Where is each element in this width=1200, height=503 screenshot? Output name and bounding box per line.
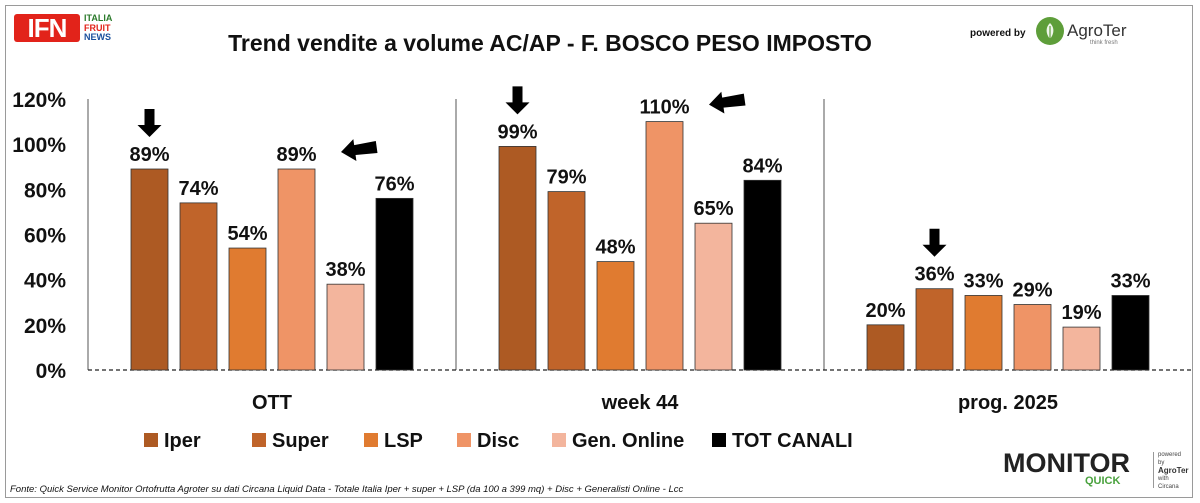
bar-lsp xyxy=(228,247,267,371)
bar-iper xyxy=(866,324,905,371)
powered-by-label: powered by xyxy=(970,28,1026,39)
bar-lsp xyxy=(964,295,1003,371)
monitor-word: MONITOR xyxy=(1003,448,1130,478)
data-label: 89% xyxy=(129,144,169,166)
category-label: OTT xyxy=(252,392,292,414)
arrow-down-icon xyxy=(922,228,947,257)
y-tick-label: 60% xyxy=(24,225,66,248)
legend-label: Super xyxy=(272,430,329,452)
monitor-divider xyxy=(1153,452,1154,488)
legend-swatch xyxy=(457,433,471,447)
legend-label: LSP xyxy=(384,430,423,452)
data-label: 33% xyxy=(963,270,1003,292)
bar-tot-canali xyxy=(375,197,414,371)
data-label: 74% xyxy=(178,178,218,200)
legend-swatch xyxy=(364,433,378,447)
y-tick-label: 20% xyxy=(24,315,66,338)
data-label: 19% xyxy=(1061,302,1101,324)
legend-swatch xyxy=(252,433,266,447)
legend-swatch xyxy=(552,433,566,447)
bar-super xyxy=(179,202,218,371)
bar-iper xyxy=(130,168,169,371)
agroter-name: AgroTer xyxy=(1067,21,1127,40)
legend-label: Gen. Online xyxy=(572,430,685,452)
agroter-logo: AgroTer think fresh xyxy=(1036,17,1136,49)
y-tick-label: 100% xyxy=(12,134,66,157)
data-label: 20% xyxy=(865,300,905,322)
data-label: 76% xyxy=(374,173,414,195)
category-label: prog. 2025 xyxy=(958,392,1058,414)
chart-title: Trend vendite a volume AC/AP - F. BOSCO … xyxy=(228,30,872,56)
y-tick-label: 80% xyxy=(24,179,66,202)
agroter-leaf-icon xyxy=(1036,17,1064,45)
data-label: 48% xyxy=(595,237,635,259)
ifn-logo-words: ITALIA FRUIT NEWS xyxy=(84,14,112,43)
bar-gen-online xyxy=(1062,326,1101,371)
monitor-side-text: powered by AgroTer with Circana xyxy=(1158,452,1189,490)
bar-super xyxy=(547,191,586,371)
monitor-quick-word: QUICK xyxy=(1085,475,1121,487)
legend-label: Disc xyxy=(477,430,520,452)
monitor-quick-logo: MONITOR QUICK powered by AgroTer with Ci… xyxy=(1003,448,1189,492)
y-tick-label: 0% xyxy=(36,360,67,383)
ifn-word-fruit: FRUIT xyxy=(84,22,111,33)
bar-disc xyxy=(645,121,684,371)
arrow-down-icon xyxy=(505,86,530,115)
ifn-word-italia: ITALIA xyxy=(84,13,113,23)
data-label: 36% xyxy=(914,264,954,286)
bar-super xyxy=(915,288,954,371)
chart-frame xyxy=(5,5,1193,498)
arrow-left-icon xyxy=(708,91,746,114)
agroter-tagline: think fresh xyxy=(1090,40,1118,46)
data-label: 33% xyxy=(1110,270,1150,292)
arrow-left-icon xyxy=(340,139,378,161)
data-label: 54% xyxy=(227,223,267,245)
data-label: 29% xyxy=(1012,280,1052,302)
ifn-logo: IFN ITALIA FRUIT NEWS xyxy=(14,12,134,44)
data-label: 65% xyxy=(693,198,733,220)
data-label: 84% xyxy=(742,155,782,177)
bar-gen-online xyxy=(326,283,365,371)
legend-swatch xyxy=(712,433,726,447)
y-tick-label: 120% xyxy=(12,89,66,112)
legend-label: TOT CANALI xyxy=(732,430,853,452)
y-tick-label: 40% xyxy=(24,270,66,293)
category-label: week 44 xyxy=(601,392,680,414)
ifn-word-news: NEWS xyxy=(84,32,111,42)
data-label: 79% xyxy=(546,167,586,189)
data-label: 110% xyxy=(639,97,689,119)
bar-tot-canali xyxy=(1111,295,1150,371)
data-label: 38% xyxy=(325,259,365,281)
legend-swatch xyxy=(144,433,158,447)
bar-iper xyxy=(498,146,537,371)
legend-label: Iper xyxy=(164,430,201,452)
data-label: 99% xyxy=(497,121,537,143)
arrow-down-icon xyxy=(137,109,162,138)
bar-gen-online xyxy=(694,222,733,371)
bar-disc xyxy=(1013,304,1052,371)
bar-disc xyxy=(277,168,316,371)
ifn-logo-mark: IFN xyxy=(14,14,80,42)
bar-tot-canali xyxy=(743,179,782,371)
source-footnote: Fonte: Quick Service Monitor Ortofrutta … xyxy=(10,484,684,495)
data-label: 89% xyxy=(276,144,316,166)
bar-lsp xyxy=(596,261,635,371)
